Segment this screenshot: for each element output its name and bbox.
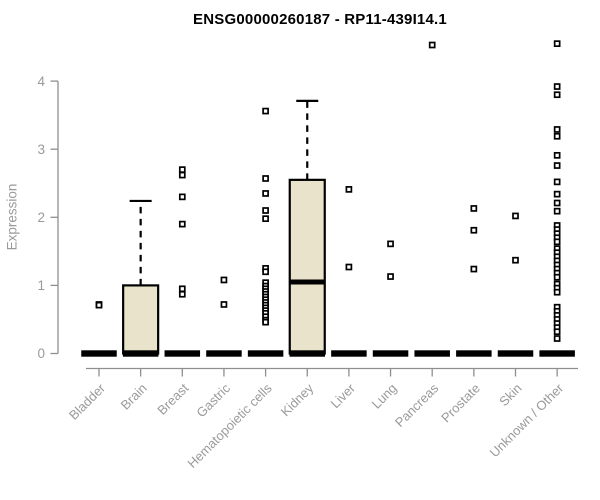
outlier-point	[178, 220, 186, 228]
outlier-point	[553, 190, 561, 198]
y-tick-label: 1	[37, 278, 45, 293]
outlier-point	[220, 276, 228, 284]
outlier-point	[553, 288, 561, 296]
x-category-label: Gastric	[193, 380, 233, 420]
y-tick-label: 4	[37, 74, 45, 89]
outlier-point	[178, 290, 186, 298]
outlier-point	[553, 40, 561, 47]
x-category-label: Bladder	[66, 380, 109, 423]
x-category-label: Prostate	[438, 381, 483, 426]
outlier-point	[553, 238, 561, 246]
outlier-point	[553, 91, 561, 99]
outlier-point	[387, 240, 394, 248]
outlier-point	[553, 126, 561, 133]
outlier-point	[178, 166, 186, 173]
x-category-label: Pancreas	[392, 380, 442, 430]
outlier-point	[262, 318, 269, 326]
outlier-point	[512, 256, 519, 264]
zero-median-bar	[456, 350, 492, 357]
outlier-point	[178, 171, 186, 179]
zero-median-bar	[81, 350, 117, 357]
outlier-point	[553, 335, 561, 342]
y-tick-label: 2	[37, 210, 45, 225]
y-tick-label: 3	[37, 142, 45, 157]
zero-median-bar	[164, 350, 201, 357]
x-category-label: Kidney	[278, 380, 317, 419]
outlier-point	[220, 301, 228, 308]
outlier-point	[553, 162, 561, 169]
outlier-point	[470, 226, 478, 234]
zero-median-bar	[497, 350, 534, 357]
outlier-point	[470, 205, 478, 212]
outlier-point	[470, 265, 478, 273]
outlier-point	[262, 215, 269, 223]
outlier-point	[553, 207, 561, 215]
zero-median-bar	[122, 350, 159, 357]
outlier-point	[553, 273, 561, 281]
outlier-point	[428, 41, 436, 49]
outlier-point	[178, 285, 186, 293]
outlier-point	[262, 268, 269, 276]
median-line	[289, 279, 325, 285]
outlier-point	[178, 193, 186, 201]
outlier-point	[95, 301, 103, 309]
outlier-point	[345, 263, 353, 271]
zero-median-bar	[539, 350, 575, 357]
x-category-label: Brain	[118, 381, 150, 413]
outlier-point	[262, 175, 269, 182]
outlier-point	[262, 107, 269, 115]
x-category-label: Breast	[154, 380, 191, 417]
outlier-point	[553, 199, 561, 207]
zero-median-bar	[331, 350, 367, 357]
zero-median-bar	[247, 350, 284, 357]
outlier-point	[387, 273, 394, 280]
x-category-label: Unknown / Other	[487, 380, 567, 460]
chart-title: ENSG00000260187 - RP11-439I14.1	[193, 11, 447, 28]
outlier-point	[262, 190, 269, 197]
outlier-point	[553, 151, 561, 159]
zero-median-bar	[372, 350, 409, 357]
outlier-point	[262, 207, 269, 214]
outlier-point	[512, 212, 519, 220]
x-category-label: Liver	[327, 380, 358, 411]
zero-median-bar	[289, 350, 325, 357]
outlier-point	[553, 83, 561, 90]
outlier-point	[345, 186, 353, 193]
x-category-label: Skin	[496, 381, 524, 409]
outlier-point	[553, 178, 561, 186]
x-category-label: Lung	[369, 381, 400, 412]
zero-median-bar	[206, 350, 242, 357]
zero-median-bar	[414, 350, 450, 357]
box-brain	[122, 284, 160, 355]
outlier-point	[553, 328, 561, 336]
outlier-point	[553, 132, 561, 140]
y-tick-label: 0	[37, 346, 45, 361]
box-kidney	[288, 178, 326, 355]
